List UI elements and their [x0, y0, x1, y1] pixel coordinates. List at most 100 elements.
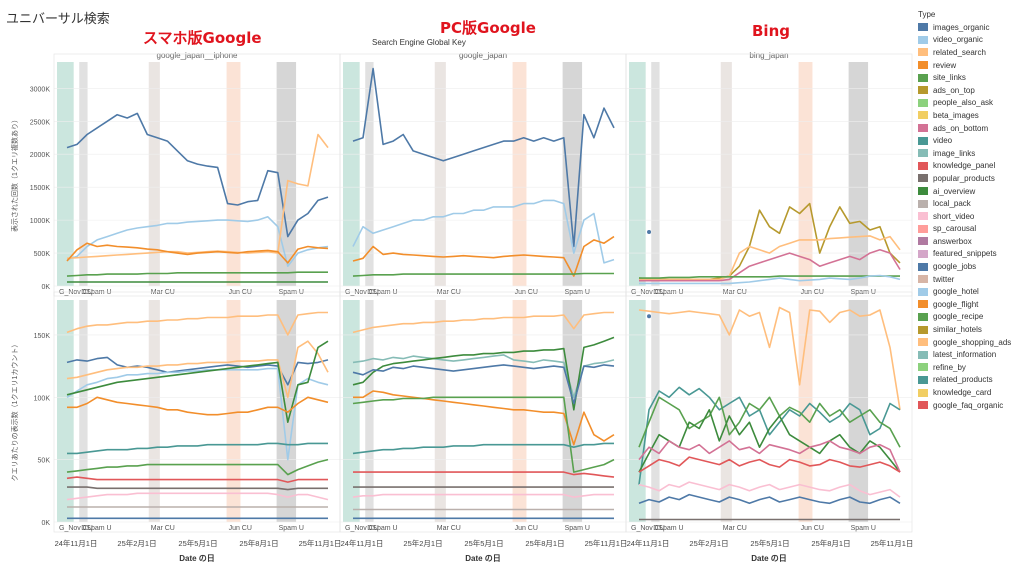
- event-label-4: Spam U: [851, 289, 876, 296]
- event-label-3: Jun CU: [801, 289, 824, 296]
- page-title: ユニバーサル検索: [6, 11, 110, 26]
- series-line-short_video: [638, 481, 901, 498]
- legend-item-related_search[interactable]: related_search: [918, 46, 1022, 59]
- legend-item-ai_overview[interactable]: ai_overview: [918, 185, 1022, 198]
- legend-item-video[interactable]: video: [918, 134, 1022, 147]
- legend-label: short_video: [933, 211, 975, 221]
- legend-swatch: [918, 287, 928, 296]
- legend-item-ads_on_top[interactable]: ads_on_top: [918, 84, 1022, 97]
- legend-swatch: [918, 388, 928, 397]
- event-label-2: Mar CU: [437, 525, 461, 532]
- event-label-3: Jun CU: [801, 525, 824, 532]
- legend-label: video_organic: [933, 35, 983, 45]
- legend-item-review[interactable]: review: [918, 59, 1022, 72]
- x-tick-label: 25年2月1日: [117, 538, 156, 548]
- legend-item-similar_hotels[interactable]: similar_hotels: [918, 323, 1022, 336]
- legend-item-ads_on_bottom[interactable]: ads_on_bottom: [918, 122, 1022, 135]
- legend-item-beta_images[interactable]: beta_images: [918, 109, 1022, 122]
- legend-item-latest_information[interactable]: latest_information: [918, 348, 1022, 361]
- event-band-0: [57, 300, 74, 522]
- legend-item-answerbox[interactable]: answerbox: [918, 235, 1022, 248]
- x-tick-label: 24年11月1日: [55, 538, 98, 548]
- event-band-3: [798, 62, 813, 286]
- legend-label: answerbox: [933, 236, 972, 246]
- legend-label: ads_on_top: [933, 85, 975, 95]
- y-tick-label: 1000K: [30, 218, 51, 225]
- series-line-ai_overview: [66, 340, 329, 424]
- legend-item-google_shopping_ads[interactable]: google_shopping_ads: [918, 336, 1022, 349]
- y-axis-label-0: 表示された回数（1クエリ複数あり）: [10, 116, 19, 232]
- legend-item-short_video[interactable]: short_video: [918, 210, 1022, 223]
- series-line-site_links: [638, 396, 901, 448]
- legend-item-image_links[interactable]: image_links: [918, 147, 1022, 160]
- legend-items: images_organic video_organic related_searc…: [918, 21, 1022, 411]
- legend-label: google_shopping_ads: [933, 337, 1012, 347]
- legend-label: people_also_ask: [933, 98, 994, 108]
- legend-swatch: [918, 325, 928, 334]
- event-label-4: Spam U: [279, 525, 304, 532]
- legend-item-sp_carousal[interactable]: sp_carousal: [918, 223, 1022, 236]
- legend-swatch: [918, 249, 928, 258]
- series-line-video: [352, 442, 614, 455]
- legend-item-people_also_ask[interactable]: people_also_ask: [918, 97, 1022, 110]
- legend-label: local_pack: [933, 199, 971, 209]
- x-tick-label: 25年2月1日: [689, 538, 728, 548]
- series-line-video_organic: [66, 216, 329, 268]
- series-line-review: [67, 396, 329, 416]
- series-line-related_search: [352, 311, 614, 334]
- legend-label: related_products: [933, 375, 993, 385]
- legend-label: google_recipe: [933, 312, 984, 322]
- y-tick-label: 0K: [41, 284, 50, 291]
- event-band-2: [720, 300, 732, 522]
- legend-label: sp_carousal: [933, 224, 977, 234]
- legend-swatch: [918, 124, 928, 133]
- legend-item-popular_products[interactable]: popular_products: [918, 172, 1022, 185]
- legend-item-refine_by[interactable]: refine_by: [918, 361, 1022, 374]
- x-axis-label: Date の日: [465, 554, 501, 563]
- series-line-images_organic: [352, 67, 615, 248]
- series-line-ads_on_bottom: [639, 249, 901, 282]
- legend-item-google_recipe[interactable]: google_recipe: [918, 311, 1022, 324]
- legend-item-site_links[interactable]: site_links: [918, 71, 1022, 84]
- legend-item-google_flight[interactable]: google_flight: [918, 298, 1022, 311]
- chart: google_japan__iphone google_japan bing_jap…: [10, 51, 913, 563]
- y-tick-label: 0K: [41, 520, 50, 527]
- legend-item-related_products[interactable]: related_products: [918, 374, 1022, 387]
- legend-swatch: [918, 300, 928, 309]
- panel-header-google_japan__iphone: google_japan__iphone: [157, 51, 239, 60]
- series-line-images_organic: [66, 112, 329, 238]
- legend-item-featured_snippets[interactable]: featured_snippets: [918, 248, 1022, 261]
- event-label-3: Jun CU: [515, 289, 538, 296]
- event-band-4: [562, 300, 583, 522]
- legend-item-knowledge_card[interactable]: knowledge_card: [918, 386, 1022, 399]
- legend-item-video_organic[interactable]: video_organic: [918, 34, 1022, 47]
- legend-swatch: [918, 224, 928, 233]
- legend-swatch: [918, 338, 928, 347]
- legend-label: image_links: [933, 148, 976, 158]
- legend-item-images_organic[interactable]: images_organic: [918, 21, 1022, 34]
- legend-label: google_jobs: [933, 262, 977, 272]
- legend-item-local_pack[interactable]: local_pack: [918, 197, 1022, 210]
- x-tick-label: 25年8月1日: [811, 538, 850, 548]
- legend-label: refine_by: [933, 362, 966, 372]
- panel-border: [339, 53, 627, 297]
- legend-item-twitter[interactable]: twitter: [918, 273, 1022, 286]
- y-tick-label: 100K: [34, 395, 51, 402]
- event-band-0: [629, 62, 646, 286]
- series-line-short_video: [352, 493, 614, 498]
- event-label-3: Jun CU: [229, 289, 252, 296]
- event-band-3: [226, 300, 241, 522]
- event-band-0: [629, 300, 646, 522]
- legend-item-knowledge_panel[interactable]: knowledge_panel: [918, 160, 1022, 173]
- series-line-related_search: [638, 306, 901, 410]
- legend-item-google_hotel[interactable]: google_hotel: [918, 285, 1022, 298]
- series-line-related_search: [639, 235, 901, 281]
- event-label-4: Spam U: [279, 289, 304, 296]
- legend-item-google_faq_organic[interactable]: google_faq_organic: [918, 399, 1022, 412]
- legend-item-google_jobs[interactable]: google_jobs: [918, 260, 1022, 273]
- x-tick-label: 25年5月1日: [750, 538, 789, 548]
- event-band-0: [343, 300, 360, 522]
- x-tick-label: 25年11月1日: [299, 538, 342, 548]
- x-axis-label: Date の日: [751, 554, 787, 563]
- series-line-site_links: [66, 458, 329, 476]
